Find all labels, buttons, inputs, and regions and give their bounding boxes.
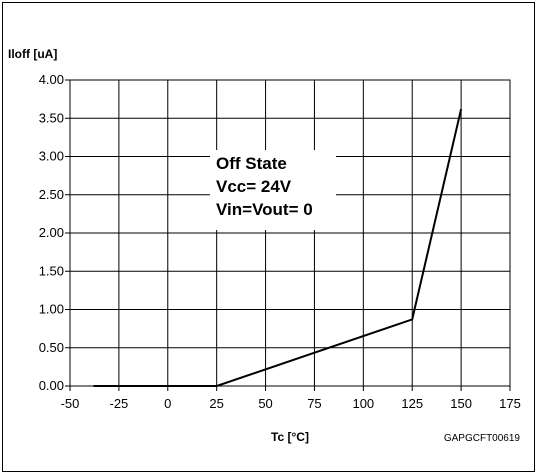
grid-lines-vertical xyxy=(69,80,511,391)
y-tick-label: 0.50 xyxy=(39,340,64,355)
x-tick-label: 50 xyxy=(258,396,272,411)
x-axis-title: Tc [°C] xyxy=(271,430,309,444)
annotation-line-2: Vcc= 24V xyxy=(216,177,292,196)
y-tick-label: 2.00 xyxy=(39,225,64,240)
x-tick-label: 0 xyxy=(164,396,171,411)
x-tick-label: -25 xyxy=(109,396,128,411)
annotation-line-1: Off State xyxy=(216,154,287,173)
y-tick-label: 3.00 xyxy=(39,149,64,164)
y-tick-label: 2.50 xyxy=(39,187,64,202)
grid-lines-horizontal xyxy=(65,79,510,387)
annotation-line-3: Vin=Vout= 0 xyxy=(216,200,313,219)
y-tick-label: 0.00 xyxy=(39,378,64,393)
x-tick-label: 75 xyxy=(307,396,321,411)
plot-area-border xyxy=(69,79,511,387)
y-tick-label: 3.50 xyxy=(39,110,64,125)
x-tick-labels: -50 -25 0 25 50 75 100 125 150 175 xyxy=(61,396,521,411)
series-line xyxy=(93,108,463,387)
figure-code: GAPGCFT00619 xyxy=(444,433,521,444)
y-tick-label: 1.50 xyxy=(39,263,64,278)
annotation-box xyxy=(210,150,336,230)
x-tick-label: 125 xyxy=(401,396,423,411)
y-tick-label: 4.00 xyxy=(39,72,64,87)
x-tick-label: 175 xyxy=(499,396,521,411)
y-tick-labels: 0.00 0.50 1.00 1.50 2.00 2.50 3.00 3.50 4.00 xyxy=(39,72,64,393)
x-tick-label: -50 xyxy=(61,396,80,411)
y-tick-label: 1.00 xyxy=(39,302,64,317)
y-axis-title: Iloff [uA] xyxy=(8,47,57,61)
x-tick-label: 100 xyxy=(352,396,374,411)
x-tick-label: 150 xyxy=(450,396,472,411)
x-tick-label: 25 xyxy=(209,396,223,411)
